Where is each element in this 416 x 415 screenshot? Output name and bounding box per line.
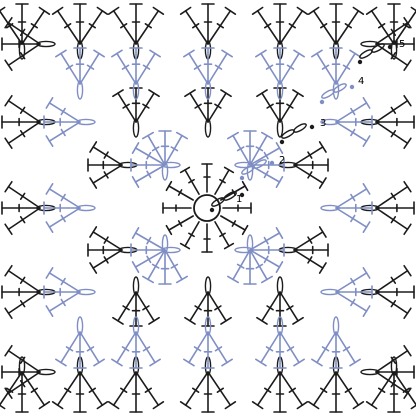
stitch-cluster-28	[184, 276, 232, 327]
row-start-5	[357, 43, 393, 65]
stitch-cluster-55	[130, 227, 181, 273]
stitch-cluster-6	[365, 3, 416, 60]
stitch-cluster-29	[256, 276, 304, 327]
stitch-cluster-12	[307, 356, 365, 413]
center-stitch-3	[201, 223, 213, 253]
stitch-cluster-35	[111, 47, 161, 100]
center-stitch-4	[179, 221, 200, 250]
stitch-cluster-51	[227, 130, 273, 181]
center-motif	[162, 163, 252, 253]
stitch-cluster-54	[130, 142, 181, 188]
center-stitch-9	[201, 163, 213, 193]
center-stitch-1	[220, 215, 249, 236]
row-markers: 1 2 3 4 5	[209, 39, 405, 213]
stitch-cluster-22	[360, 264, 415, 320]
center-stitch-7	[165, 180, 194, 201]
stitch-cluster-9	[107, 356, 165, 413]
stitch-cluster-39	[55, 316, 105, 369]
row-start-3	[279, 123, 315, 145]
center-stitch-10	[214, 166, 235, 195]
stitch-cluster-44	[43, 97, 96, 147]
black-stitch-layer	[0, 3, 416, 413]
stitch-cluster-26	[256, 87, 304, 138]
stitch-cluster-8	[51, 356, 109, 413]
stitch-cluster-30	[87, 141, 138, 189]
stitch-cluster-13	[365, 356, 416, 413]
stitch-cluster-7	[0, 356, 51, 413]
center-stitch-11	[220, 180, 249, 201]
stitch-cluster-11	[251, 356, 309, 413]
stitch-cluster-53	[227, 234, 273, 285]
stitch-cluster-34	[55, 47, 105, 100]
stitch-cluster-57	[234, 227, 285, 273]
stitch-cluster-50	[142, 130, 188, 181]
center-stitch-6	[162, 202, 192, 214]
stitch-cluster-52	[142, 234, 188, 285]
magic-ring-icon	[193, 194, 221, 222]
stitch-cluster-24	[112, 87, 160, 138]
stitch-cluster-36	[183, 47, 233, 100]
stitch-cluster-40	[111, 316, 161, 369]
stitch-cluster-18	[1, 344, 56, 400]
center-stitch-2	[214, 221, 235, 250]
stitch-cluster-38	[311, 47, 361, 100]
stitch-cluster-48	[320, 183, 373, 233]
row-label-5: 5	[399, 39, 405, 50]
stitch-cluster-10	[179, 356, 237, 413]
row-label-2: 2	[279, 155, 285, 166]
row-label-1: 1	[236, 194, 242, 205]
row-label-4: 4	[358, 76, 364, 87]
stitch-cluster-32	[278, 141, 329, 189]
stitch-cluster-21	[360, 180, 415, 236]
stitch-cluster-31	[87, 226, 138, 274]
stitch-cluster-37	[255, 47, 305, 100]
stitch-cluster-0	[0, 3, 51, 60]
center-stitch-0	[222, 202, 252, 214]
stitch-cluster-16	[1, 180, 56, 236]
center-stitch-5	[165, 215, 194, 236]
stitch-cluster-41	[183, 316, 233, 369]
stitch-cluster-47	[320, 97, 373, 147]
stitch-cluster-14	[1, 16, 56, 72]
row-start-1	[209, 191, 245, 213]
stitch-cluster-49	[320, 267, 373, 317]
stitch-cluster-42	[255, 316, 305, 369]
blue-stitch-layer	[43, 47, 373, 369]
stitch-cluster-23	[360, 344, 415, 400]
stitch-cluster-25	[184, 87, 232, 138]
stitch-cluster-43	[311, 316, 361, 369]
stitch-cluster-33	[278, 226, 329, 274]
row-start-2	[239, 159, 275, 181]
row-start-4	[319, 83, 355, 105]
stitch-cluster-45	[43, 183, 96, 233]
center-stitch-8	[179, 166, 200, 195]
stitch-cluster-3	[179, 3, 237, 60]
stitch-cluster-4	[251, 3, 309, 60]
stitch-cluster-2	[107, 3, 165, 60]
stitch-cluster-1	[51, 3, 109, 60]
stitch-cluster-27	[112, 276, 160, 327]
row-label-3: 3	[320, 118, 326, 129]
stitch-cluster-46	[43, 267, 96, 317]
